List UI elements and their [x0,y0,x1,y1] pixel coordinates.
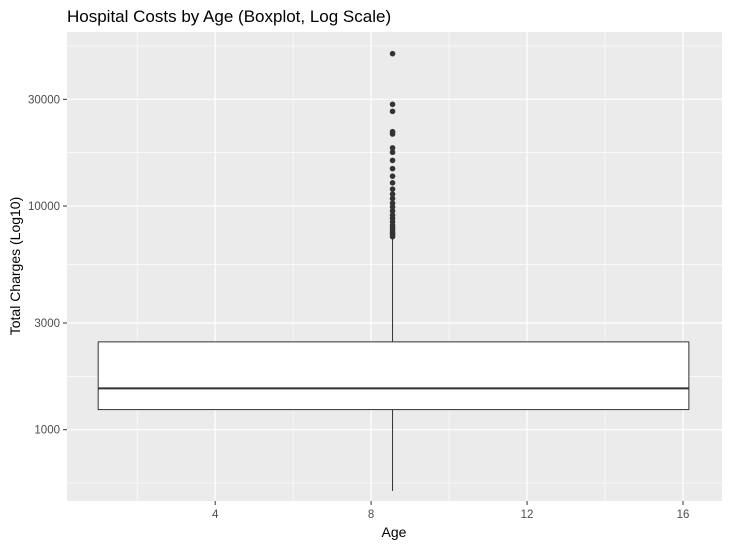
y-axis: 1000 3000 10000 30000 [28,94,67,437]
outlier-point [389,212,396,219]
x-axis-title: Age [382,524,407,540]
y-tick-label: 30000 [28,94,60,106]
y-tick-label: 3000 [34,318,60,330]
outlier-point [389,149,396,156]
outlier-point [389,157,396,164]
major-gridlines [67,32,722,501]
outlier-point [389,200,396,206]
outlier-point [389,195,396,202]
outlier-point [389,191,396,197]
outlier-point [389,145,396,151]
outlier-point [389,128,396,135]
box-iqr [97,341,690,411]
boxplot-layer [97,237,690,492]
y-tick-label: 1000 [34,425,60,437]
outlier-point [389,108,396,115]
x-tick-label: 16 [677,509,690,521]
x-tick-label: 4 [212,509,219,521]
outlier-point [389,165,396,172]
outlier-point [389,186,396,192]
outlier-point [389,180,396,186]
outlier-point [389,204,396,210]
x-axis: 4 8 12 16 [212,501,689,521]
y-axis-title: Total Charges (Log10) [7,197,23,336]
outlier-point [389,101,396,108]
outlier-point [389,173,396,179]
outlier-point [389,208,396,214]
outlier-point [389,50,396,57]
outlier-points [389,50,396,240]
y-tick-label: 10000 [28,201,60,213]
chart-title: Hospital Costs by Age (Boxplot, Log Scal… [67,7,391,26]
x-tick-label: 8 [368,509,374,521]
x-tick-label: 12 [521,509,534,521]
